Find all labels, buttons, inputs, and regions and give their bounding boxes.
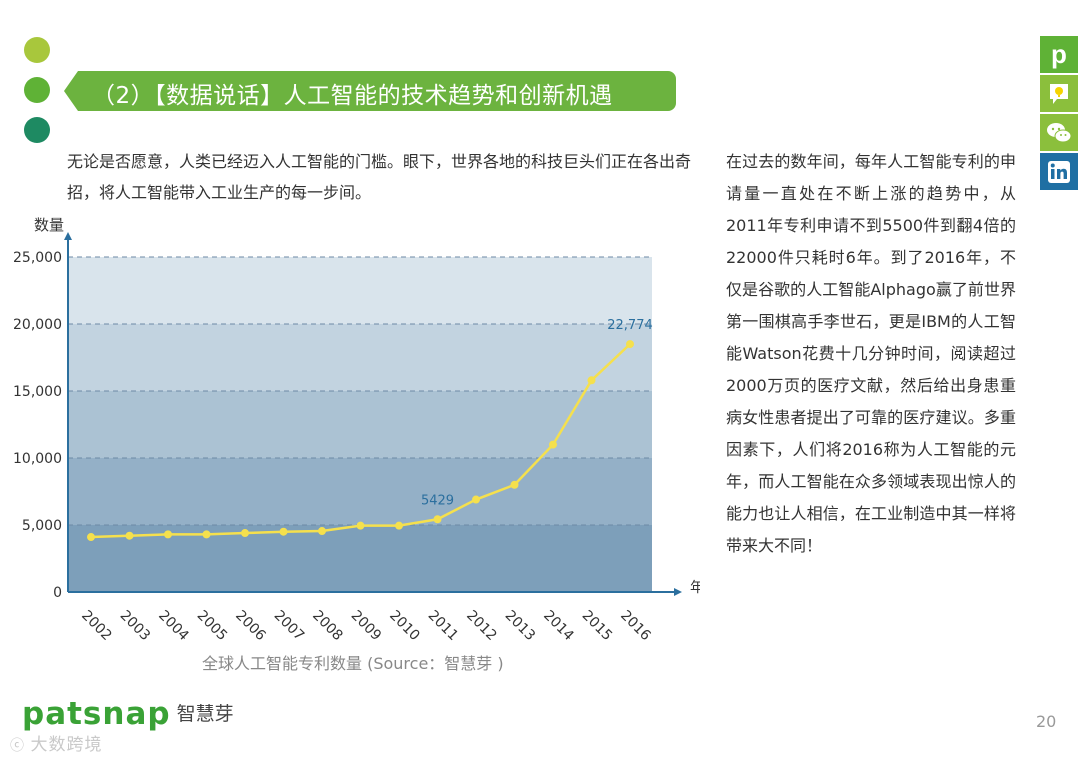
x-tick-label: 2012 — [463, 608, 500, 645]
svg-text:p: p — [1051, 41, 1067, 69]
logo-cn-text: 智慧芽 — [176, 703, 234, 725]
y-tick-label: 0 — [53, 585, 62, 601]
patsnap-p-icon[interactable]: p — [1040, 36, 1078, 73]
linkedin-icon[interactable] — [1040, 153, 1078, 190]
y-tick-label: 5,000 — [22, 518, 62, 534]
data-point — [279, 527, 288, 536]
chart-band — [68, 458, 652, 525]
data-point — [202, 530, 211, 539]
data-point — [510, 480, 519, 489]
chart-band — [68, 324, 652, 391]
y-tick-label: 15,000 — [13, 384, 62, 400]
page-title: （2）【数据说话】人工智能的技术趋势和创新机遇 — [92, 83, 613, 109]
title-banner: （2）【数据说话】人工智能的技术趋势和创新机遇 — [64, 71, 676, 111]
x-axis-title: 年份 — [690, 580, 700, 596]
watermark-text: 大数跨境 — [30, 735, 103, 755]
x-tick-label: 2015 — [579, 608, 616, 645]
side-paragraph: 在过去的数年间，每年人工智能专利的申请量一直处在不断上涨的趋势中，从2011年专… — [726, 152, 1016, 555]
decor-dot-light — [24, 37, 50, 63]
data-point — [395, 521, 403, 530]
data-label: 22,774 — [607, 318, 653, 333]
decor-dot-dark — [24, 117, 50, 143]
x-tick-label: 2013 — [502, 608, 539, 645]
watermark: ⓒ 大数跨境 — [10, 735, 103, 755]
y-tick-label: 20,000 — [13, 317, 62, 333]
idea-icon[interactable] — [1040, 75, 1078, 112]
chart-caption: 全球人工智能专利数量 (Source：智慧芽 ) — [202, 654, 504, 673]
x-tick-label: 2016 — [617, 608, 654, 645]
data-label: 5429 — [421, 493, 454, 508]
page-number: 20 — [1036, 712, 1057, 731]
y-axis-arrow — [64, 232, 72, 240]
data-point — [164, 530, 172, 539]
x-tick-label: 2014 — [540, 608, 577, 645]
x-tick-label: 2007 — [271, 608, 308, 645]
data-point — [587, 376, 596, 385]
y-tick-label: 25,000 — [13, 250, 62, 266]
data-point — [356, 521, 365, 530]
patsnap-logo: patsnap 智慧芽 — [22, 696, 234, 732]
patent-line-chart: 05,00010,00015,00020,00025,000数量年份200220… — [13, 216, 700, 645]
x-tick-label: 2006 — [232, 608, 269, 645]
x-axis-arrow — [674, 588, 682, 596]
x-tick-label: 2011 — [425, 608, 462, 645]
x-tick-label: 2008 — [309, 608, 346, 645]
data-point — [549, 440, 557, 449]
data-point — [472, 495, 480, 504]
x-tick-label: 2003 — [117, 608, 154, 645]
x-tick-label: 2005 — [194, 608, 231, 645]
logo-wordmark: patsnap — [22, 696, 171, 732]
data-point — [125, 531, 134, 540]
x-tick-label: 2004 — [155, 608, 192, 645]
y-axis-title: 数量 — [34, 216, 64, 234]
data-point — [626, 340, 634, 349]
data-point — [318, 527, 326, 536]
data-point — [241, 529, 249, 538]
data-point — [87, 533, 95, 542]
chart-band — [68, 257, 652, 324]
x-tick-label: 2010 — [386, 608, 423, 645]
y-tick-label: 10,000 — [13, 451, 62, 467]
x-tick-label: 2009 — [348, 608, 385, 645]
x-tick-label: 2002 — [78, 608, 115, 645]
wechat-icon[interactable] — [1040, 114, 1078, 151]
data-point — [433, 515, 442, 524]
decor-dot-mid — [24, 77, 50, 103]
intro-paragraph: 无论是否愿意，人类已经迈入人工智能的门槛。眼下，世界各地的科技巨头们正在各出奇招… — [67, 152, 692, 202]
